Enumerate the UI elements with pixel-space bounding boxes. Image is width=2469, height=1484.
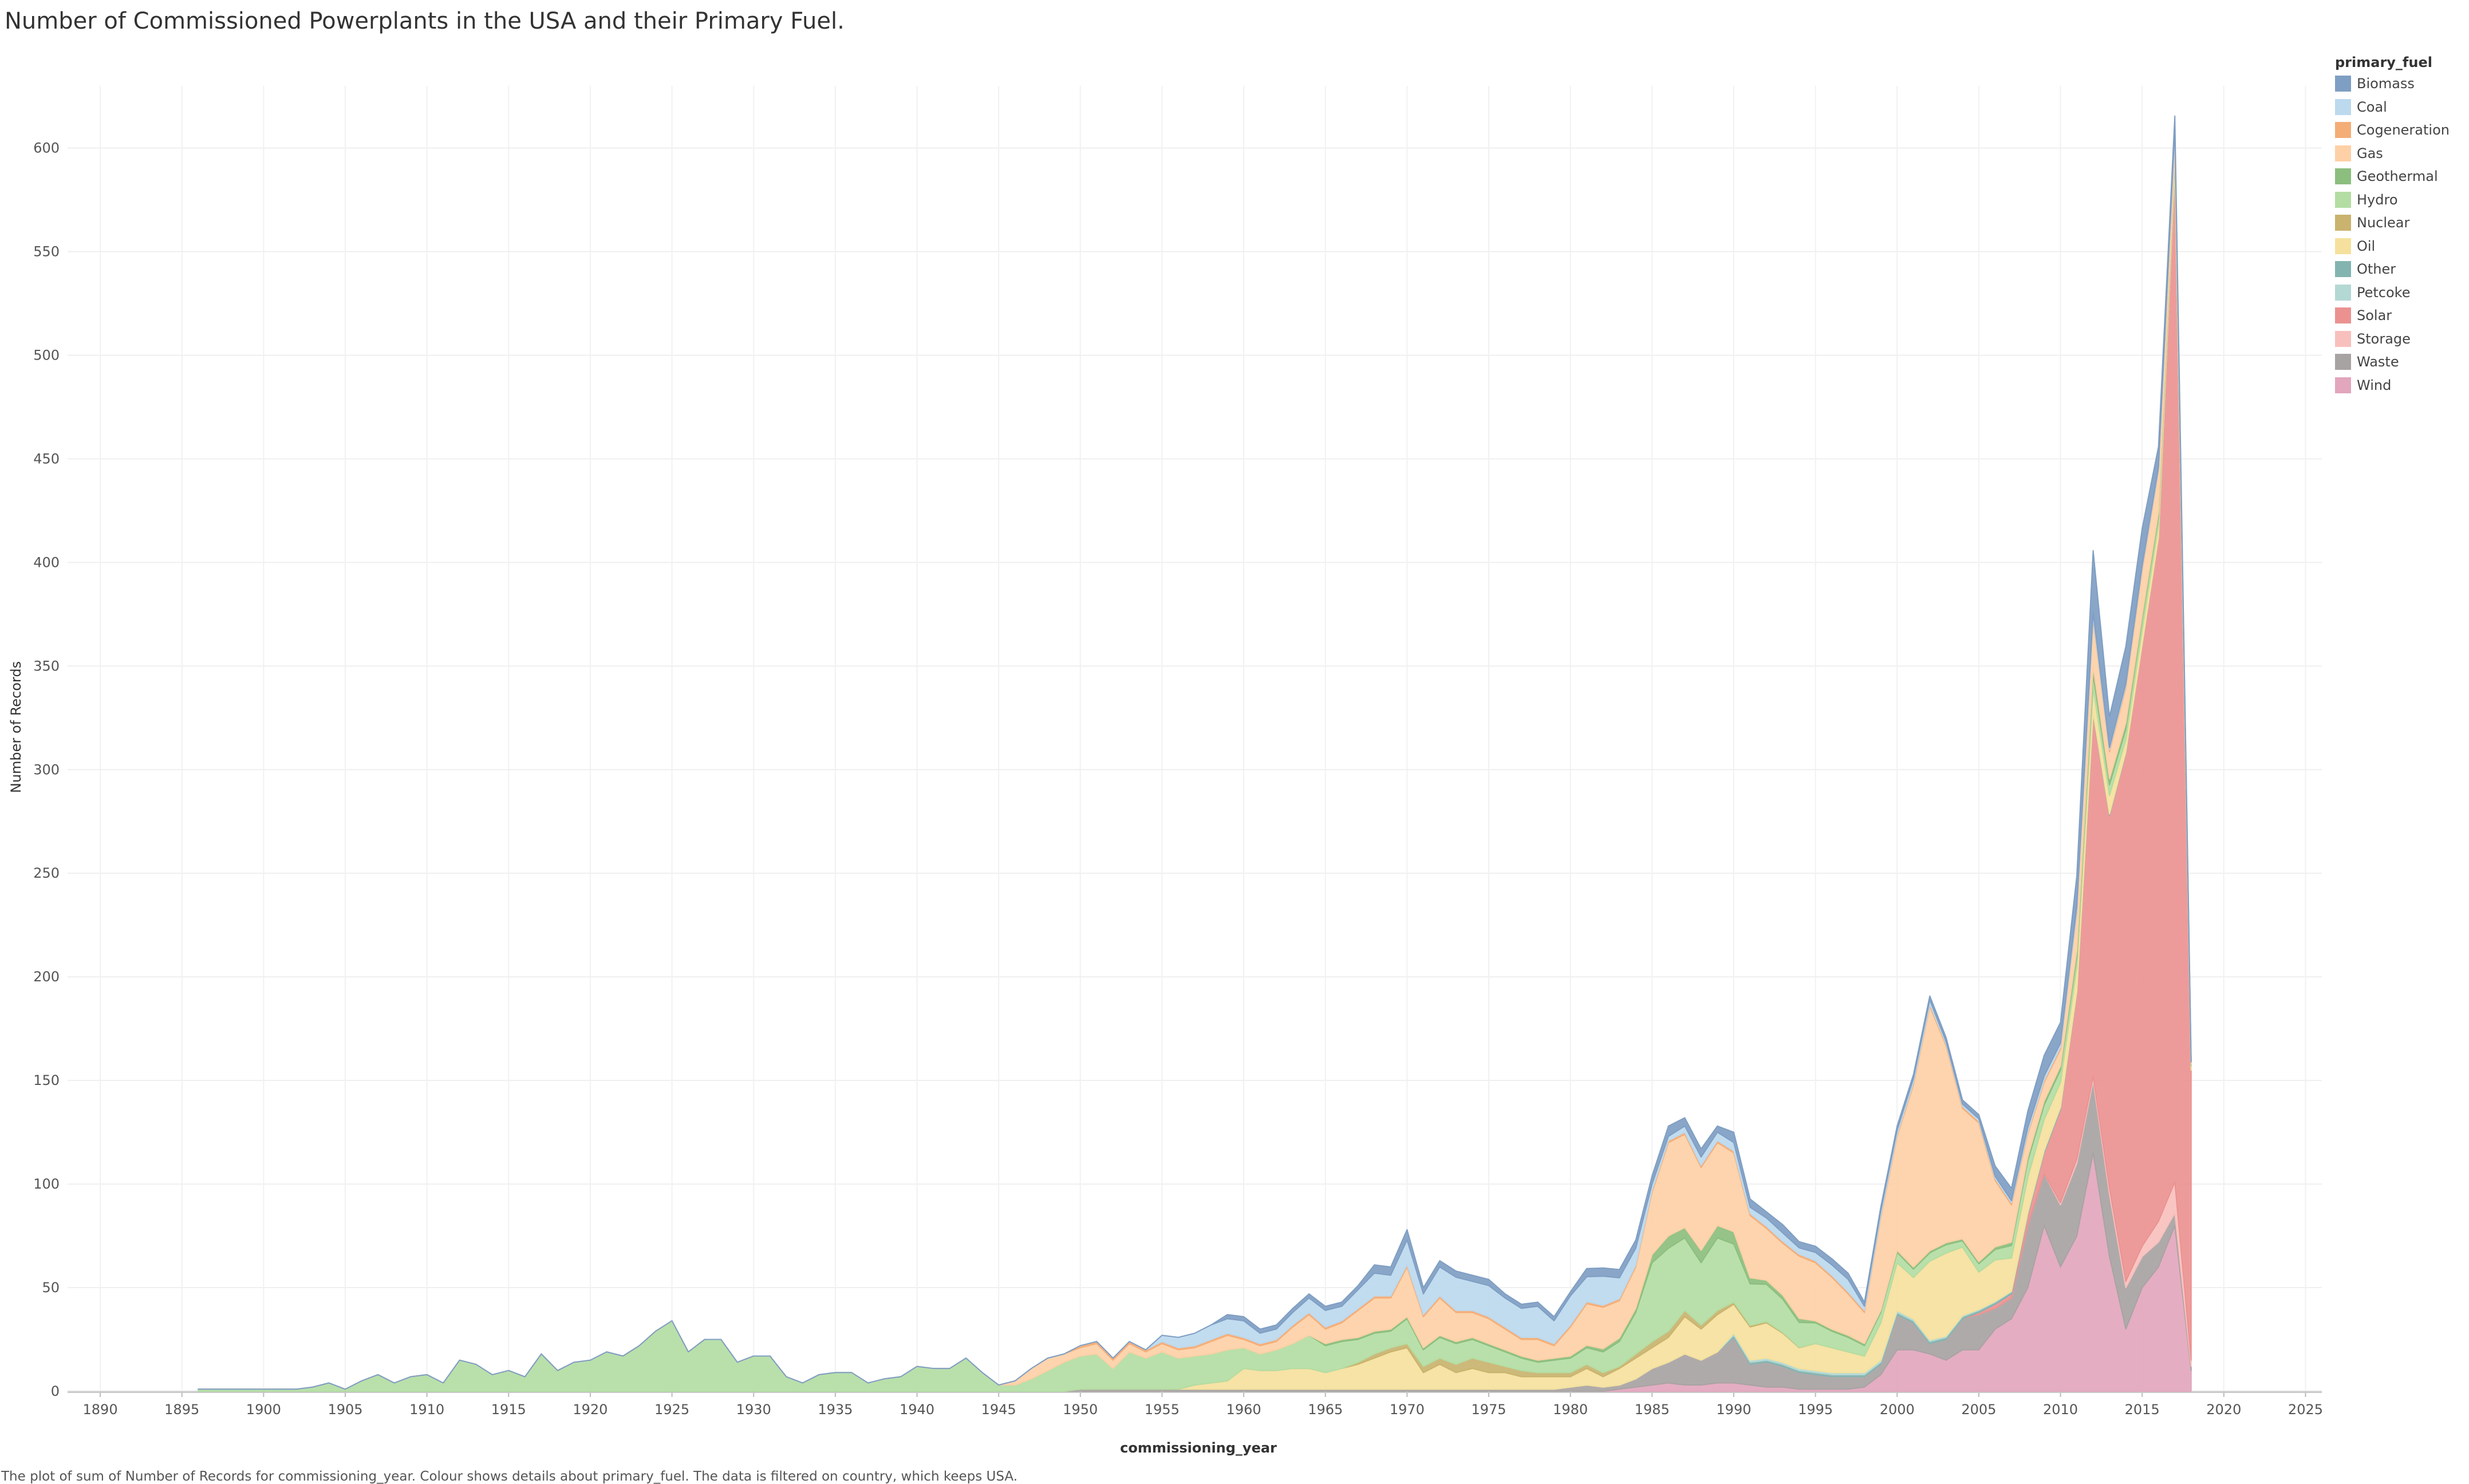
y-tick-label: 150 [33, 1072, 60, 1088]
legend-title: primary_fuel [2335, 54, 2432, 70]
x-tick-label: 1890 [83, 1402, 118, 1418]
x-tick-label: 2010 [2043, 1402, 2078, 1418]
legend-swatch [2335, 215, 2351, 231]
legend-swatch [2335, 168, 2351, 185]
chart-title: Number of Commissioned Powerplants in th… [5, 8, 845, 34]
legend-label: Biomass [2357, 76, 2415, 92]
legend-swatch [2335, 261, 2351, 278]
x-tick-label: 1975 [1471, 1402, 1506, 1418]
x-tick-label: 1990 [1716, 1402, 1751, 1418]
x-tick-label: 1905 [328, 1402, 362, 1418]
x-tick-label: 1965 [1308, 1402, 1343, 1418]
legend-swatch [2335, 76, 2351, 92]
stacked-area-chart: 0 50 100 150 200 250 300 350 400 450 500 550 600 1890… [8, 86, 2323, 1456]
legend-item-oil[interactable]: Oil [2335, 235, 2461, 258]
legend-swatch [2335, 284, 2351, 301]
legend-label: Wind [2357, 377, 2392, 393]
chart-caption: The plot of sum of Number of Records for… [1, 1469, 1018, 1484]
y-tick-label: 350 [33, 658, 60, 674]
legend-label: Coal [2357, 98, 2387, 115]
x-tick-label: 2005 [1961, 1402, 1996, 1418]
x-tick-label: 1900 [246, 1402, 281, 1418]
x-tick-label: 1940 [900, 1402, 934, 1418]
legend-label: Other [2357, 261, 2396, 278]
legend-swatch [2335, 145, 2351, 161]
x-axis-label: commissioning_year [1120, 1440, 1277, 1456]
y-tick-label: 100 [33, 1176, 60, 1192]
legend-label: Hydro [2357, 191, 2398, 208]
x-tick-label: 1935 [818, 1402, 853, 1418]
y-tick-label: 450 [33, 451, 60, 467]
x-tick-label: 1910 [409, 1402, 444, 1418]
x-tick-label: 1930 [736, 1402, 771, 1418]
y-tick-label: 500 [33, 347, 60, 363]
x-tick-label: 1985 [1635, 1402, 1670, 1418]
x-tick-label: 1960 [1226, 1402, 1261, 1418]
axes: 0 50 100 150 200 250 300 350 400 450 500 550 600 1890… [33, 140, 2323, 1418]
x-tick-label: 2000 [1880, 1402, 1915, 1418]
y-tick-label: 200 [33, 969, 60, 985]
x-tick-label: 2020 [2206, 1402, 2241, 1418]
legend-item-storage[interactable]: Storage [2335, 327, 2461, 351]
y-tick-label: 250 [33, 865, 60, 881]
legend-item-nuclear[interactable]: Nuclear [2335, 211, 2461, 235]
legend-item-petcoke[interactable]: Petcoke [2335, 281, 2461, 305]
legend-swatch [2335, 330, 2351, 347]
legend-item-waste[interactable]: Waste [2335, 350, 2461, 374]
legend-label: Petcoke [2357, 284, 2411, 301]
area-series-gas[interactable] [198, 131, 2192, 1390]
legend-label: Storage [2357, 330, 2411, 347]
x-tick-label: 2025 [2288, 1402, 2323, 1418]
legend-item-wind[interactable]: Wind [2335, 374, 2461, 397]
x-tick-label: 1895 [164, 1402, 199, 1418]
legend-label: Nuclear [2357, 215, 2410, 231]
legend-swatch [2335, 122, 2351, 139]
legend-item-coal[interactable]: Coal [2335, 96, 2461, 119]
x-tick-label: 1955 [1145, 1402, 1180, 1418]
legend-label: Solar [2357, 307, 2392, 324]
legend-item-gas[interactable]: Gas [2335, 142, 2461, 165]
legend-swatch [2335, 98, 2351, 115]
legend-item-geothermal[interactable]: Geothermal [2335, 165, 2461, 188]
legend-swatch [2335, 238, 2351, 254]
legend-items: Biomass Coal Cogeneration Gas Geothermal Hydr… [2335, 72, 2461, 397]
y-tick-label: 400 [33, 554, 60, 570]
legend-label: Oil [2357, 238, 2376, 254]
x-tick-label: 1970 [1390, 1402, 1425, 1418]
x-tick-label: 2015 [2125, 1402, 2160, 1418]
area-series-group [198, 115, 2192, 1392]
y-tick-label: 0 [51, 1383, 60, 1399]
legend-item-biomass[interactable]: Biomass [2335, 72, 2461, 96]
legend-swatch [2335, 354, 2351, 370]
y-tick-label: 300 [33, 761, 60, 777]
legend-label: Gas [2357, 145, 2383, 161]
x-tick-label: 1915 [491, 1402, 526, 1418]
x-tick-label: 1925 [654, 1402, 689, 1418]
y-tick-label: 50 [42, 1280, 60, 1296]
legend-swatch [2335, 307, 2351, 324]
legend-item-solar[interactable]: Solar [2335, 304, 2461, 327]
x-tick-label: 1980 [1553, 1402, 1588, 1418]
legend-label: Cogeneration [2357, 122, 2450, 139]
legend-item-hydro[interactable]: Hydro [2335, 188, 2461, 212]
legend-item-other[interactable]: Other [2335, 258, 2461, 281]
legend: primary_fuel Biomass Coal Cogeneration Gas G… [2335, 53, 2461, 397]
y-tick-label: 600 [33, 140, 60, 156]
legend-swatch [2335, 377, 2351, 393]
legend-label: Geothermal [2357, 168, 2438, 185]
area-series-biomass[interactable] [198, 115, 2192, 1390]
y-axis-label: Number of Records [8, 661, 24, 793]
x-tick-label: 1950 [1063, 1402, 1098, 1418]
y-tick-label: 550 [33, 244, 60, 260]
x-tick-label: 1920 [573, 1402, 608, 1418]
x-tick-label: 1945 [981, 1402, 1016, 1418]
legend-item-cogeneration[interactable]: Cogeneration [2335, 119, 2461, 142]
x-tick-label: 1995 [1798, 1402, 1833, 1418]
legend-swatch [2335, 191, 2351, 208]
legend-label: Waste [2357, 354, 2399, 370]
